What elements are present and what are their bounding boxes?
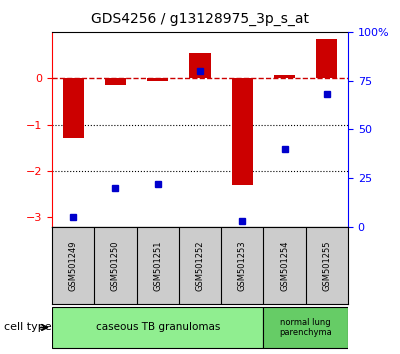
Bar xyxy=(147,78,168,81)
Text: cell type: cell type xyxy=(4,322,52,332)
Text: GSM501253: GSM501253 xyxy=(238,240,247,291)
Text: caseous TB granulomas: caseous TB granulomas xyxy=(96,322,220,332)
Bar xyxy=(232,78,253,185)
Text: GSM501254: GSM501254 xyxy=(280,240,289,291)
Bar xyxy=(62,78,84,138)
Text: GSM501252: GSM501252 xyxy=(196,240,204,291)
Text: GSM501250: GSM501250 xyxy=(111,240,120,291)
Text: GSM501251: GSM501251 xyxy=(153,240,162,291)
Text: GSM501249: GSM501249 xyxy=(69,240,78,291)
Text: normal lung
parenchyma: normal lung parenchyma xyxy=(279,318,332,337)
Bar xyxy=(105,78,126,85)
Bar xyxy=(264,307,348,348)
Bar xyxy=(52,307,264,348)
Text: GDS4256 / g13128975_3p_s_at: GDS4256 / g13128975_3p_s_at xyxy=(91,12,309,27)
Text: GSM501255: GSM501255 xyxy=(322,240,331,291)
Bar xyxy=(274,74,295,78)
Bar xyxy=(316,39,338,78)
Bar xyxy=(190,53,210,78)
